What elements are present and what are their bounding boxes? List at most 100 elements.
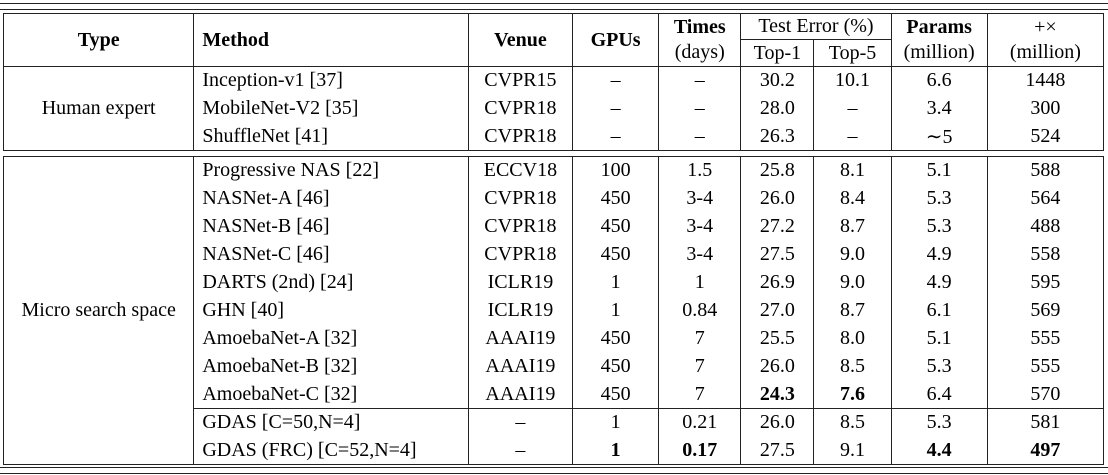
cell-top5: 10.1 (813, 66, 892, 95)
cell-ops: 555 (986, 324, 1105, 353)
cell-gpus: 450 (572, 240, 660, 269)
cell-top1: 28.0 (740, 94, 815, 123)
table-row: NASNet-A [46] CVPR18 450 3-4 26.0 8.4 5.3 564 (4, 184, 1105, 213)
cell-params: 6.6 (890, 66, 988, 95)
cell-ops: 497 (986, 436, 1105, 465)
cell-days: – (658, 94, 742, 123)
cell-type: Human expert (2, 66, 195, 151)
cell-top1: 26.0 (740, 184, 815, 213)
cell-venue: AAAI19 (467, 324, 574, 353)
cell-method: GDAS (FRC) [C=52,N=4] (193, 436, 469, 465)
cell-method: AmoebaNet-A [32] (193, 324, 469, 353)
ops-unit: (million) (1009, 41, 1081, 63)
cell-days: 1 (658, 268, 742, 297)
col-header-test-error: Test Error (%) (740, 13, 892, 40)
table-row: NASNet-C [46] CVPR18 450 3-4 27.5 9.0 4.9 558 (4, 240, 1105, 269)
col-header-params: Params (million) (890, 13, 988, 67)
cell-gpus: 1 (572, 268, 660, 297)
cell-days: – (658, 66, 742, 95)
params-label: Params (906, 16, 972, 38)
cell-ops: 488 (986, 212, 1105, 241)
cell-venue: CVPR18 (467, 122, 574, 151)
cell-days: 7 (658, 324, 742, 353)
cell-top1: 27.5 (740, 436, 815, 465)
cell-params: 6.4 (890, 380, 988, 409)
cell-top1: 27.0 (740, 296, 815, 325)
cell-method: AmoebaNet-B [32] (193, 352, 469, 381)
top-double-rule (0, 3, 1108, 10)
cell-days: 0.17 (658, 436, 742, 465)
cell-params: 4.9 (890, 268, 988, 297)
cell-top5: 8.7 (813, 296, 892, 325)
cell-venue: AAAI19 (467, 380, 574, 409)
col-header-venue: Venue (467, 13, 574, 67)
table-row: AmoebaNet-A [32] AAAI19 450 7 25.5 8.0 5.1 555 (4, 324, 1105, 353)
cell-params: 5.1 (890, 324, 988, 353)
cell-gpus: 100 (572, 156, 660, 185)
cell-method: NASNet-C [46] (193, 240, 469, 269)
cell-params: 3.4 (890, 94, 988, 123)
cell-method: DARTS (2nd) [24] (193, 268, 469, 297)
header-row-1: Type Method Venue GPUs Times (days) Test … (2, 13, 1105, 67)
cell-top1: 27.2 (740, 212, 815, 241)
cell-top5: 8.4 (813, 184, 892, 213)
cell-top5: 8.7 (813, 212, 892, 241)
table-row: ShuffleNet [41] CVPR18– –26.3– ∼5 524 (4, 122, 1105, 151)
cell-days: 7 (658, 380, 742, 409)
cell-days: 0.84 (658, 296, 742, 325)
cell-gpus: 450 (572, 212, 660, 241)
cell-ops: 524 (986, 122, 1105, 151)
cell-top5: 9.0 (813, 268, 892, 297)
cell-method: NASNet-B [46] (193, 212, 469, 241)
cell-venue: CVPR18 (467, 240, 574, 269)
bottom-double-rule (0, 467, 1108, 474)
table-row: Micro search space Progressive NAS [22] EC… (2, 156, 1105, 465)
table-row: Human expert Inception-v1 [37] CVPR15– –30.… (2, 66, 1105, 151)
cell-ops: 1448 (986, 66, 1105, 95)
table-row: AmoebaNet-C [32] AAAI19 450 7 24.3 7.6 6.4 570 (4, 380, 1105, 409)
cell-gpus: 450 (572, 380, 660, 409)
cell-venue: ICLR19 (467, 296, 574, 325)
table-body: Human expert Inception-v1 [37] CVPR15– –30.… (2, 66, 1105, 465)
section-separator-cell (3, 150, 1104, 157)
cell-ops: 581 (986, 408, 1105, 437)
cell-days: 3-4 (658, 184, 742, 213)
cell-params: 5.3 (890, 212, 988, 241)
cell-top5: 7.6 (813, 380, 892, 409)
cell-ops: 555 (986, 352, 1105, 381)
cell-top5: – (813, 94, 892, 123)
cell-top5: 8.1 (813, 156, 892, 185)
cell-gpus: – (572, 94, 660, 123)
table-row: MobileNet-V2 [35] CVPR18– –28.0–3.4 300 (4, 94, 1105, 123)
results-table: Type Method Venue GPUs Times (days) Test … (2, 13, 1105, 465)
cell-venue: – (467, 408, 574, 437)
table-row: GDAS (FRC) [C=52,N=4] –1 0.17 27.5 9.1 4.4 497 (4, 436, 1105, 465)
cell-gpus: 1 (572, 408, 660, 437)
cell-top1: 26.3 (740, 122, 815, 151)
cell-top1: 26.9 (740, 268, 815, 297)
cell-top1: 25.8 (740, 156, 815, 185)
ops-label: +× (1034, 16, 1057, 38)
cell-ops: 569 (986, 296, 1105, 325)
col-header-method: Method (193, 13, 469, 67)
table-row: NASNet-B [46] CVPR18 450 3-4 27.2 8.7 5.3 488 (4, 212, 1105, 241)
cell-ops: 564 (986, 184, 1105, 213)
header-row-2: Top-1 Top-5 (4, 39, 1104, 67)
cell-ops: 300 (986, 94, 1105, 123)
cell-method: AmoebaNet-C [32] (193, 380, 469, 409)
cell-gpus: – (572, 66, 660, 95)
times-label: Times (673, 16, 726, 38)
cell-venue: CVPR18 (467, 212, 574, 241)
cell-gpus: 450 (572, 184, 660, 213)
cell-gpus: 1 (572, 436, 660, 465)
cell-method: Progressive NAS [22] (193, 156, 469, 185)
cell-days: 3-4 (658, 212, 742, 241)
times-unit: (days) (674, 41, 725, 63)
cell-top5: 9.1 (813, 436, 892, 465)
cell-params: 4.4 (890, 436, 988, 465)
cell-ops: 588 (986, 156, 1105, 185)
cell-venue: CVPR15 (467, 66, 574, 95)
cell-method: ShuffleNet [41] (193, 122, 469, 151)
cell-method: NASNet-A [46] (193, 184, 469, 213)
